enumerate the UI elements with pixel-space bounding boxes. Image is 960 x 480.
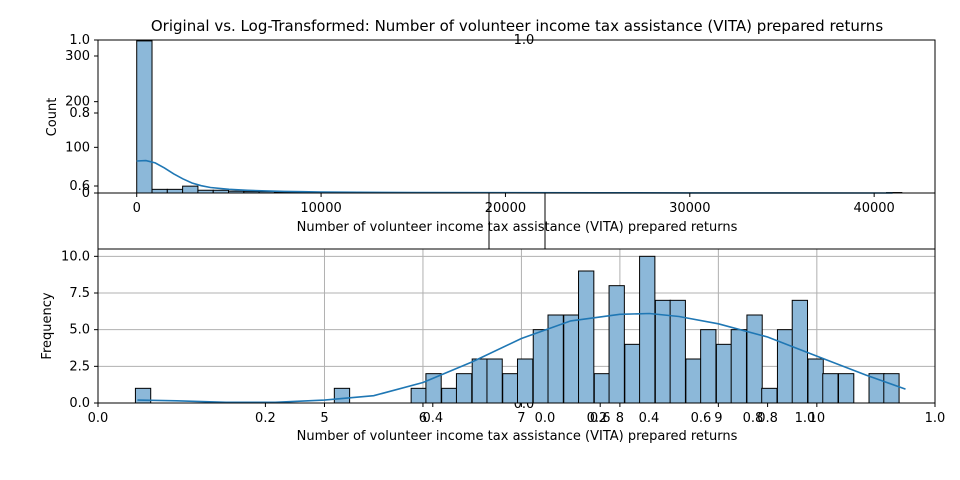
x-tick-label: 30000 — [669, 201, 710, 216]
original-histogram: 0 10000 20000 30000 40000 0 100 200 300 Number o… — [45, 39, 936, 235]
histogram-bar — [182, 185, 199, 194]
y-tick-label: 300 — [65, 49, 90, 64]
histogram-bar — [166, 188, 184, 194]
original-x-axis-label: Number of volunteer income tax assistanc… — [297, 220, 738, 235]
histogram-bar — [883, 373, 900, 404]
histogram-bar — [593, 373, 611, 404]
overlay-upper-xtick-label: 0.0 — [88, 411, 109, 426]
histogram-bar — [715, 343, 733, 404]
overlay-lower-xtick-label: 0.0 — [535, 411, 556, 426]
original-histogram-bars — [136, 40, 903, 194]
x-tick-label: 20000 — [485, 201, 526, 216]
log-histogram: 5 6 7 8 9 10 0.0 2.5 5.0 7.5 10.0 Number of volunt… — [40, 248, 936, 444]
histogram-bar — [685, 358, 702, 404]
y-tick-label: 10.0 — [61, 249, 90, 264]
histogram-bar — [761, 387, 778, 404]
histogram-bar — [578, 270, 595, 404]
x-tick-label: 10 — [809, 411, 826, 426]
histogram-bar — [822, 373, 839, 404]
axes-frame — [97, 39, 936, 194]
histogram-bar — [410, 387, 427, 404]
axes-frame — [97, 248, 936, 404]
overlay-lower-xtick-label: 0.4 — [639, 411, 660, 426]
x-tick-label: 8 — [616, 411, 624, 426]
x-tick-label: 5 — [320, 411, 328, 426]
log-axes: 5 6 7 8 9 10 0.0 2.5 5.0 7.5 10.0 — [61, 248, 936, 426]
figure-title: Original vs. Log-Transformed: Number of … — [151, 17, 883, 35]
original-kde-line — [136, 159, 893, 194]
overlay-upper-xtick-label: 0.2 — [255, 411, 276, 426]
x-tick-label: 7 — [517, 411, 525, 426]
original-y-axis-label: Count — [45, 98, 60, 137]
y-tick-label: 200 — [65, 95, 90, 110]
histogram-bar — [532, 329, 550, 404]
histogram-bar — [136, 40, 153, 194]
y-tick-label: 100 — [65, 140, 90, 155]
overlay-upper-ytick-label: 1.0 — [69, 33, 90, 48]
overlay-upper-ytick-label: 0.6 — [69, 179, 90, 194]
original-axes: 0 10000 20000 30000 40000 0 100 200 300 — [65, 39, 936, 216]
y-tick-label: 5.0 — [69, 323, 90, 338]
histogram-bar — [807, 358, 824, 404]
overlay-lower-xtick-label: 0.2 — [587, 411, 608, 426]
log-x-axis-label: Number of volunteer income tax assistanc… — [297, 429, 738, 444]
histogram-bar — [516, 358, 534, 404]
x-tick-label: 6 — [419, 411, 427, 426]
y-tick-label: 2.5 — [69, 359, 90, 374]
overlay-upper-frame — [97, 39, 936, 250]
overlay-upper-xtick-label: 0.6 — [590, 411, 611, 426]
overlay-upper-xtick-label: 1.0 — [925, 411, 946, 426]
x-tick-label: 10000 — [300, 201, 341, 216]
histogram-bar — [486, 358, 503, 404]
histogram-bar — [441, 387, 458, 404]
overlay-lower-xtick-label: 1.0 — [795, 411, 816, 426]
x-tick-label: 9 — [714, 411, 722, 426]
histogram-bar — [455, 373, 473, 404]
y-tick-label: 0 — [82, 186, 90, 201]
overlay-axes-lower: 1.00.00.0 0.2 0.4 0.6 0.8 1.0 — [488, 33, 816, 426]
log-kde-line — [137, 312, 906, 404]
histogram-bar — [837, 373, 855, 404]
histogram-bar — [471, 358, 488, 404]
x-tick-label: 40000 — [853, 201, 894, 216]
x-tick-label: 0 — [133, 201, 141, 216]
histogram-bar — [730, 329, 747, 404]
histogram-bar — [624, 343, 641, 404]
histogram-bar — [700, 329, 717, 404]
overlay-upper-xtick-label: 0.8 — [757, 411, 778, 426]
histogram-bar — [746, 314, 763, 404]
histogram-bar — [639, 255, 656, 404]
histogram-bar — [333, 387, 351, 404]
overlay-lower-xtick-label: 0.8 — [743, 411, 764, 426]
overlay-upper-xtick-label: 0.4 — [422, 411, 443, 426]
histogram-bar — [563, 314, 580, 404]
histogram-bar — [608, 285, 625, 404]
y-tick-label: 7.5 — [69, 286, 90, 301]
overlay-lower-xtick-label: 0.6 — [691, 411, 712, 426]
histogram-bar — [776, 329, 794, 404]
histogram-bar — [151, 188, 168, 194]
overlay-upper-ytick-label: 0.8 — [69, 106, 90, 121]
log-y-axis-label: Frequency — [40, 292, 55, 359]
y-tick-label: 0.0 — [69, 396, 90, 411]
histogram-bar — [502, 373, 519, 404]
